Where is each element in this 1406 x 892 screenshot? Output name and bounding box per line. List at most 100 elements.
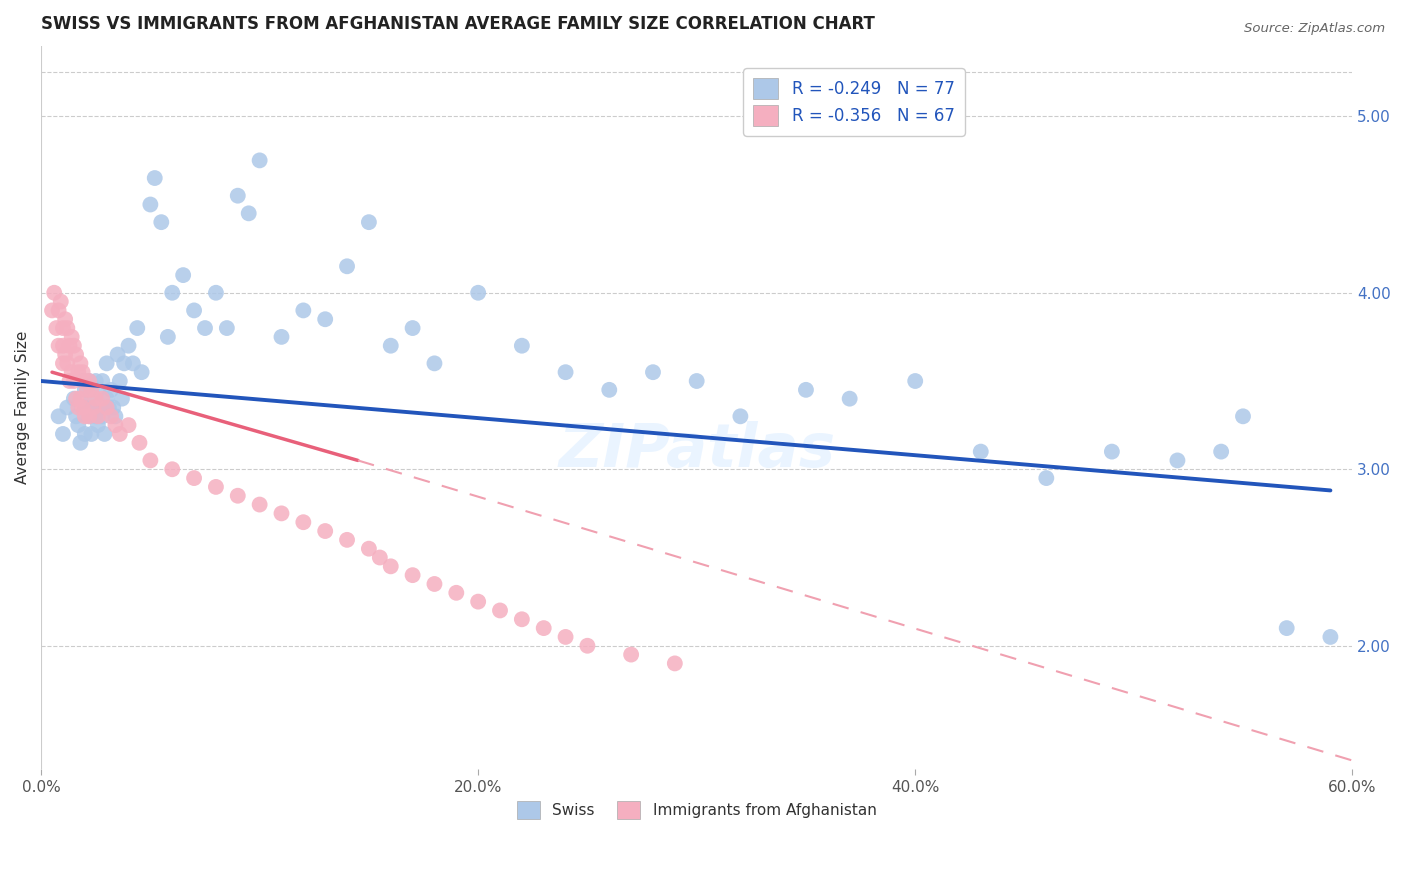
Point — [87, 409, 110, 424]
Point — [91, 409, 114, 424]
Point — [510, 612, 533, 626]
Point — [139, 197, 162, 211]
Point — [117, 339, 139, 353]
Point — [139, 453, 162, 467]
Point — [1275, 621, 1298, 635]
Point — [1166, 453, 1188, 467]
Point — [970, 444, 993, 458]
Point — [80, 383, 103, 397]
Point — [60, 365, 83, 379]
Point — [172, 268, 194, 282]
Point — [87, 418, 110, 433]
Point — [122, 356, 145, 370]
Point — [143, 171, 166, 186]
Point — [52, 356, 75, 370]
Point — [112, 356, 135, 370]
Point — [77, 409, 100, 424]
Point — [1319, 630, 1341, 644]
Point — [108, 427, 131, 442]
Legend: Swiss, Immigrants from Afghanistan: Swiss, Immigrants from Afghanistan — [509, 793, 884, 827]
Point — [80, 427, 103, 442]
Point — [380, 339, 402, 353]
Point — [65, 347, 87, 361]
Point — [104, 409, 127, 424]
Point — [249, 153, 271, 168]
Point — [73, 401, 96, 415]
Point — [67, 365, 90, 379]
Point — [45, 321, 67, 335]
Point — [686, 374, 709, 388]
Point — [84, 374, 107, 388]
Point — [48, 409, 70, 424]
Point — [794, 383, 817, 397]
Point — [48, 339, 70, 353]
Point — [554, 630, 576, 644]
Point — [238, 206, 260, 220]
Text: SWISS VS IMMIGRANTS FROM AFGHANISTAN AVERAGE FAMILY SIZE CORRELATION CHART: SWISS VS IMMIGRANTS FROM AFGHANISTAN AVE… — [41, 15, 875, 33]
Point — [423, 577, 446, 591]
Point — [117, 418, 139, 433]
Point — [100, 383, 122, 397]
Point — [226, 489, 249, 503]
Point — [52, 321, 75, 335]
Point — [314, 312, 336, 326]
Point — [73, 409, 96, 424]
Point — [53, 312, 76, 326]
Point — [131, 365, 153, 379]
Point — [401, 568, 423, 582]
Point — [467, 285, 489, 300]
Point — [58, 374, 80, 388]
Point — [1232, 409, 1254, 424]
Point — [69, 435, 91, 450]
Point — [72, 365, 94, 379]
Point — [1211, 444, 1233, 458]
Point — [56, 356, 79, 370]
Point — [80, 392, 103, 406]
Point — [63, 339, 86, 353]
Point — [194, 321, 217, 335]
Point — [91, 392, 114, 406]
Point — [60, 330, 83, 344]
Point — [226, 188, 249, 202]
Point — [107, 347, 129, 361]
Point — [65, 409, 87, 424]
Point — [554, 365, 576, 379]
Point — [1035, 471, 1057, 485]
Point — [730, 409, 752, 424]
Point — [510, 339, 533, 353]
Point — [56, 321, 79, 335]
Point — [160, 462, 183, 476]
Point — [104, 418, 127, 433]
Point — [76, 383, 98, 397]
Point — [96, 356, 118, 370]
Point — [446, 586, 468, 600]
Point — [49, 294, 72, 309]
Point — [336, 260, 359, 274]
Point — [160, 285, 183, 300]
Point — [215, 321, 238, 335]
Point — [52, 339, 75, 353]
Point — [73, 374, 96, 388]
Point — [100, 409, 122, 424]
Point — [83, 401, 105, 415]
Point — [63, 374, 86, 388]
Point — [73, 427, 96, 442]
Point — [368, 550, 391, 565]
Point — [111, 392, 134, 406]
Point — [336, 533, 359, 547]
Point — [97, 401, 120, 415]
Point — [87, 383, 110, 397]
Point — [108, 374, 131, 388]
Point — [67, 418, 90, 433]
Point — [270, 507, 292, 521]
Point — [72, 374, 94, 388]
Point — [128, 435, 150, 450]
Point — [89, 401, 111, 415]
Point — [48, 303, 70, 318]
Point — [69, 356, 91, 370]
Point — [576, 639, 599, 653]
Point — [56, 401, 79, 415]
Point — [292, 303, 315, 318]
Point — [904, 374, 927, 388]
Point — [205, 480, 228, 494]
